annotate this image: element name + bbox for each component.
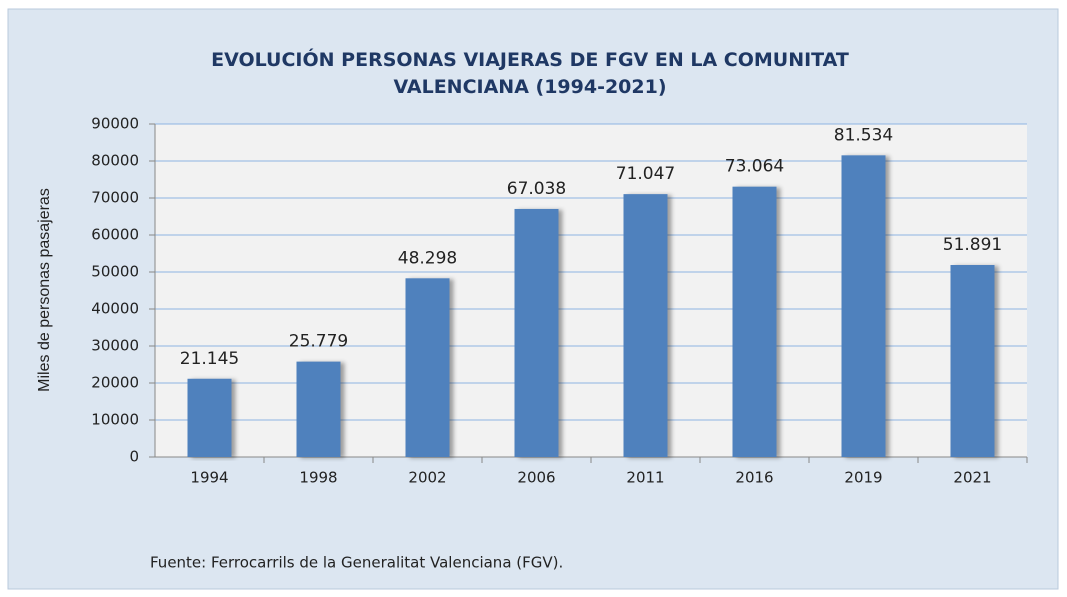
y-tick-label: 70000 <box>91 189 139 207</box>
y-tick-label: 80000 <box>91 152 139 170</box>
bar <box>732 186 777 457</box>
y-tick-label: 50000 <box>91 263 139 281</box>
y-tick-label: 30000 <box>91 337 139 355</box>
y-tick-label: 0 <box>129 448 139 466</box>
data-label: 21.145 <box>180 349 239 369</box>
y-tick-label: 20000 <box>91 374 139 392</box>
x-tick-label: 1998 <box>299 469 337 487</box>
x-tick-label: 2002 <box>408 469 446 487</box>
data-label: 71.047 <box>616 164 675 184</box>
x-tick-label: 2019 <box>844 469 882 487</box>
data-label: 51.891 <box>943 235 1002 255</box>
x-tick-label: 2016 <box>735 469 773 487</box>
bar <box>296 361 341 457</box>
x-tick-label: 1994 <box>190 469 228 487</box>
bar <box>950 265 995 457</box>
y-tick-label: 10000 <box>91 411 139 429</box>
y-tick-label: 90000 <box>91 115 139 133</box>
bar <box>405 278 450 457</box>
bar <box>514 208 559 457</box>
y-tick-label: 40000 <box>91 300 139 318</box>
bar <box>623 194 668 457</box>
bar <box>187 378 232 457</box>
data-label: 73.064 <box>725 157 784 177</box>
data-label: 25.779 <box>289 332 348 352</box>
x-tick-label: 2021 <box>953 469 991 487</box>
source-note: Fuente: Ferrocarrils de la Generalitat V… <box>150 554 563 572</box>
y-axis-label: Miles de personas pasajeras <box>36 188 53 392</box>
data-label: 81.534 <box>834 125 893 145</box>
chart-title: EVOLUCIÓN PERSONAS VIAJERAS DE FGV EN LA… <box>211 49 849 98</box>
data-label: 67.038 <box>507 179 566 199</box>
data-label: 48.298 <box>398 248 457 268</box>
y-tick-label: 60000 <box>91 226 139 244</box>
bar <box>841 155 886 457</box>
plot-area <box>155 124 1027 457</box>
x-tick-label: 2006 <box>517 469 555 487</box>
x-tick-label: 2011 <box>626 469 664 487</box>
